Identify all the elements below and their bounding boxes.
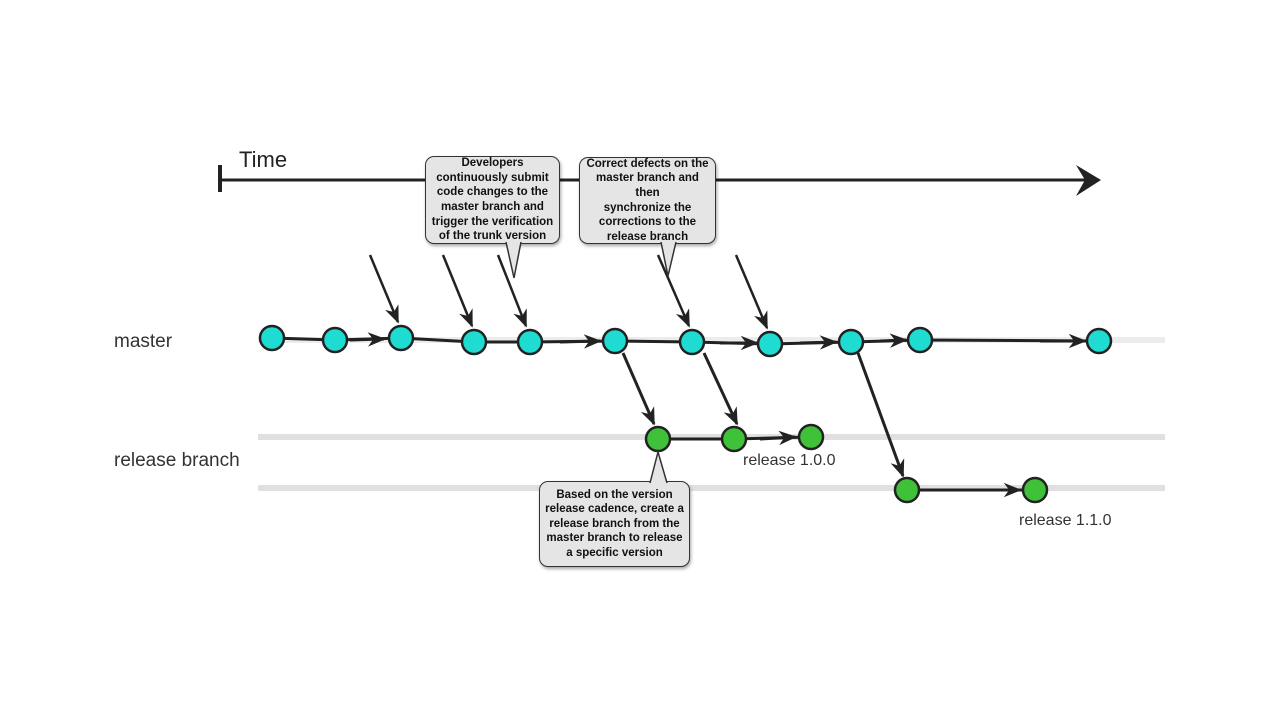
master-commit-node <box>460 328 488 356</box>
commit-arrow <box>656 254 691 328</box>
correct-defects-callout: Correct defects on the master branch and… <box>579 157 716 244</box>
commit-arrow <box>496 254 528 328</box>
flow-arrow <box>349 332 386 347</box>
master-commit-node <box>678 328 706 356</box>
master-commit-node <box>906 326 934 354</box>
flow-arrow <box>799 335 838 350</box>
flow-arrow <box>759 430 797 446</box>
correct-defects-callout-text: Correct defects on the master branch and… <box>586 157 709 243</box>
release-commit-node <box>797 423 825 451</box>
release-commit-node <box>644 425 672 453</box>
release-commit-node <box>720 425 748 453</box>
master-commit-node <box>1085 327 1113 355</box>
branch-arrow <box>856 352 905 478</box>
lane-tracks <box>258 337 1165 491</box>
branch-arrow <box>702 352 739 426</box>
master-lane-label: master <box>114 331 173 352</box>
commit-arrow <box>734 254 769 330</box>
master-commit-node <box>756 330 784 358</box>
release-branch-callout-text: Based on the version release cadence, cr… <box>545 488 684 559</box>
release-1-0-0-label: release 1.0.0 <box>743 452 836 469</box>
master-commit-node <box>601 327 629 355</box>
commit-arrow <box>441 254 474 328</box>
commit-arrow <box>368 254 400 324</box>
master-commit-node <box>321 326 349 354</box>
release-commit-node <box>1021 476 1049 504</box>
commit-nodes <box>258 324 1113 504</box>
developers-callout: Developers continuously submit code chan… <box>425 156 560 244</box>
time-label: Time <box>239 147 288 172</box>
master-commit-node <box>516 328 544 356</box>
release-lane-label: release branch <box>114 450 240 471</box>
release-1-1-0-label: release 1.1.0 <box>1019 512 1112 529</box>
developers-callout-text: Developers continuously submit code chan… <box>431 157 554 243</box>
flow-arrow <box>559 334 602 349</box>
flow-arrow <box>879 333 908 348</box>
master-commit-node <box>837 328 865 356</box>
master-line <box>271 332 1100 498</box>
release-branch-callout: Based on the version release cadence, cr… <box>539 481 690 567</box>
master-commit-node <box>258 324 286 352</box>
incoming-commits <box>368 254 769 330</box>
release-commit-node <box>893 476 921 504</box>
time-axis-arrowhead <box>1076 165 1101 196</box>
branch-arrow <box>621 352 656 426</box>
master-commit-node <box>387 324 415 352</box>
connectors <box>621 352 905 478</box>
